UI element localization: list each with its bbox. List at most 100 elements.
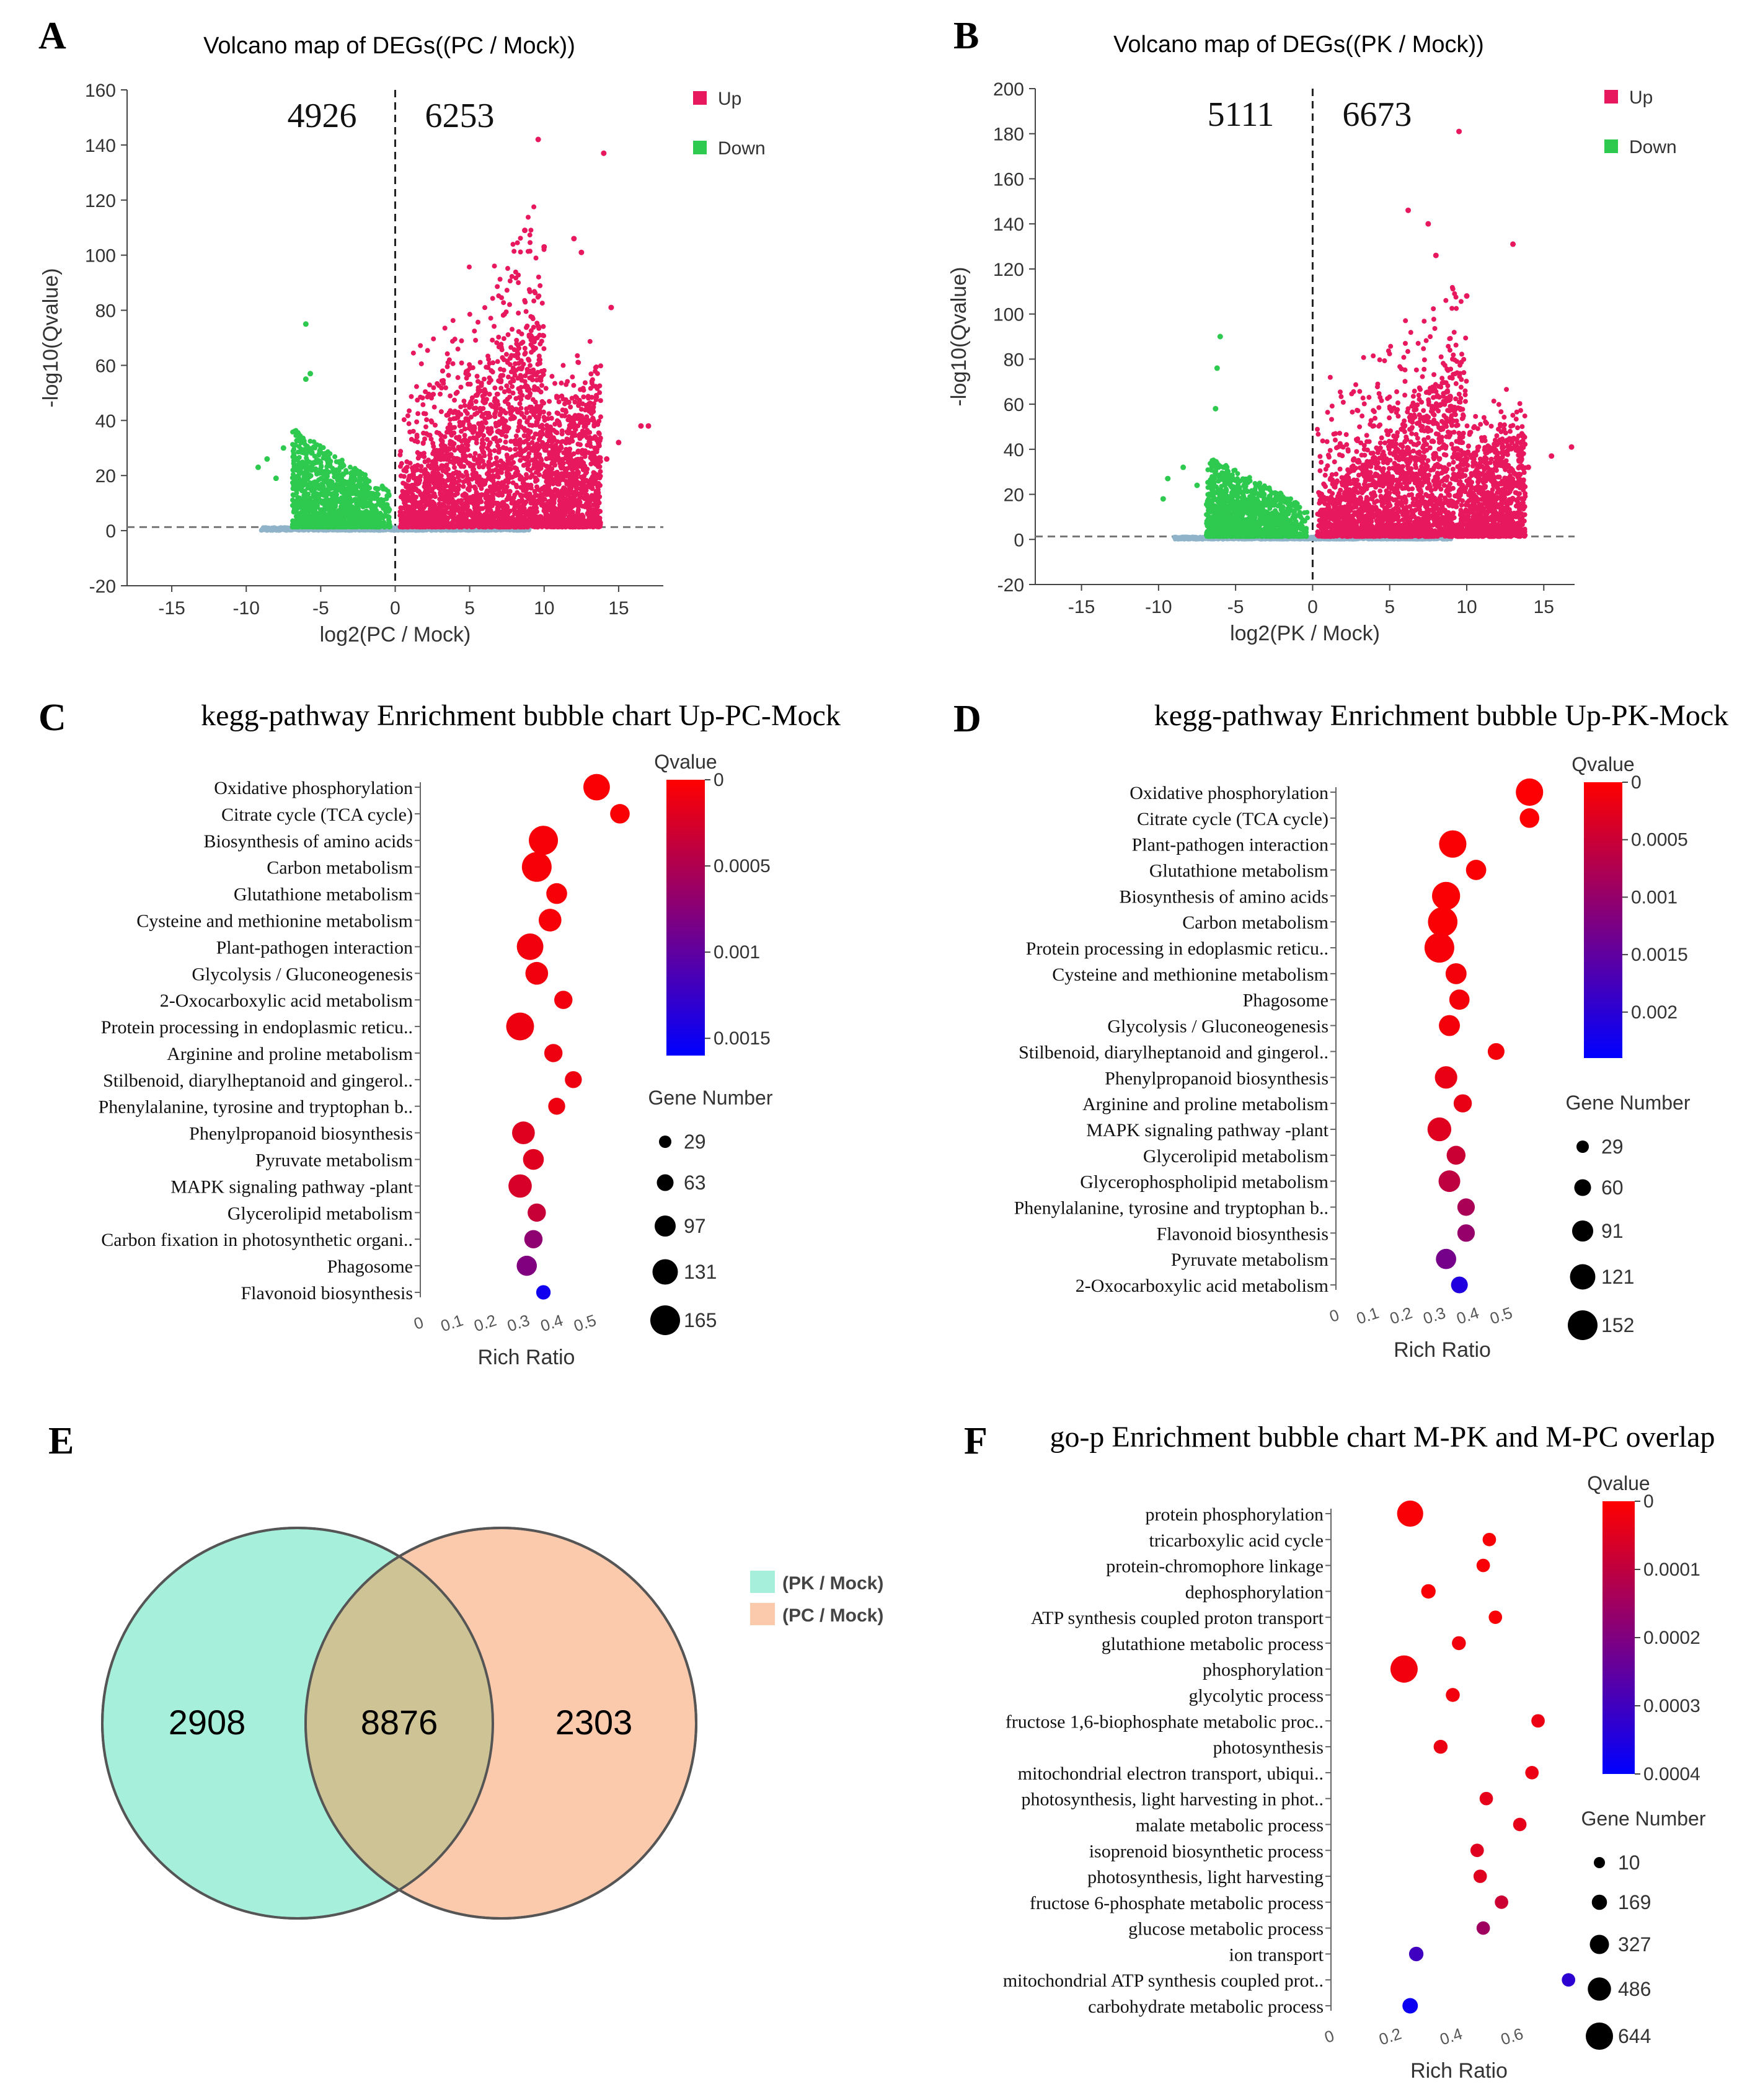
up-point (586, 401, 592, 407)
up-point (533, 255, 539, 261)
up-point (533, 409, 539, 415)
up-point (454, 506, 459, 512)
up-point (513, 269, 518, 275)
up-point (430, 499, 435, 505)
up-point (443, 470, 449, 475)
up-point (444, 456, 449, 462)
up-point (429, 488, 435, 494)
up-point (521, 439, 527, 445)
ns-point (393, 526, 398, 531)
up-point (444, 364, 450, 369)
up-point (445, 516, 451, 521)
up-point (439, 438, 444, 444)
up-point (496, 344, 502, 350)
up-point (534, 459, 539, 464)
up-point (459, 428, 464, 434)
up-point (522, 351, 528, 357)
up-point (417, 502, 423, 508)
up-point (570, 524, 575, 530)
up-point (453, 416, 459, 421)
title-d: kegg-pathway Enrichment bubble Up-PK-Moc… (1154, 699, 1728, 732)
x-axis-label: log2(PC / Mock) (320, 623, 471, 646)
up-point (518, 389, 523, 395)
up-point (458, 384, 464, 390)
y-tick-label: 40 (95, 411, 116, 431)
up-point (528, 240, 533, 245)
up-point (404, 459, 410, 464)
up-point (436, 382, 442, 388)
up-point (473, 399, 479, 404)
y-axis-label: -log10(Qvalue) (39, 268, 63, 408)
up-point (490, 503, 495, 508)
up-point (559, 477, 565, 482)
up-point (467, 453, 473, 459)
up-point (492, 399, 497, 404)
up-point (575, 353, 580, 358)
up-point (551, 436, 557, 442)
up-point (517, 445, 523, 451)
y-tick-label: 120 (85, 191, 116, 211)
up-point (498, 377, 504, 383)
up-point (530, 397, 536, 402)
up-point (452, 337, 458, 342)
up-point (446, 510, 452, 516)
up-point (487, 375, 492, 381)
up-point (459, 360, 464, 366)
up-point (397, 509, 403, 514)
up-point (532, 505, 537, 510)
ns-point (280, 526, 285, 531)
up-point (423, 424, 428, 430)
up-point (431, 448, 437, 453)
up-point (485, 353, 491, 359)
up-point (410, 428, 416, 434)
up-point (544, 508, 549, 514)
up-point (428, 475, 433, 481)
up-point (505, 332, 511, 337)
panel-label-c: C (38, 697, 66, 739)
up-point (513, 433, 519, 439)
up-point (496, 449, 502, 455)
up-point (415, 411, 421, 417)
up-point (507, 302, 513, 307)
up-point (532, 384, 537, 390)
up-point (456, 498, 461, 504)
up-point (585, 428, 590, 433)
up-point (501, 336, 506, 342)
up-point (452, 524, 458, 529)
up-point (547, 430, 553, 436)
up-point (481, 441, 487, 447)
up-point (517, 418, 523, 424)
up-point (501, 408, 506, 413)
up-point (591, 519, 597, 525)
up-point (555, 418, 560, 423)
up-point (534, 477, 540, 483)
up-point (418, 453, 423, 459)
up-point (473, 405, 479, 411)
up-point (591, 404, 596, 410)
up-point (510, 384, 515, 389)
up-point (504, 425, 510, 430)
up-point (488, 426, 494, 431)
up-point (418, 343, 423, 348)
up-point (441, 503, 447, 509)
up-point (407, 513, 413, 519)
down-point (332, 454, 338, 459)
up-point (506, 518, 511, 524)
up-point (515, 348, 520, 353)
panel-label-a: A (38, 15, 66, 57)
up-point (420, 521, 426, 527)
up-point (503, 309, 509, 315)
up-point (434, 430, 440, 435)
up-point (536, 357, 542, 363)
up-point (483, 390, 488, 395)
up-point (595, 371, 600, 376)
up-point (515, 240, 520, 245)
up-point (560, 439, 565, 444)
up-point (461, 399, 467, 404)
up-point (541, 346, 547, 351)
up-point (581, 490, 586, 496)
up-point (541, 445, 547, 451)
y-tick-label: 140 (85, 136, 116, 156)
up-point (474, 480, 480, 485)
